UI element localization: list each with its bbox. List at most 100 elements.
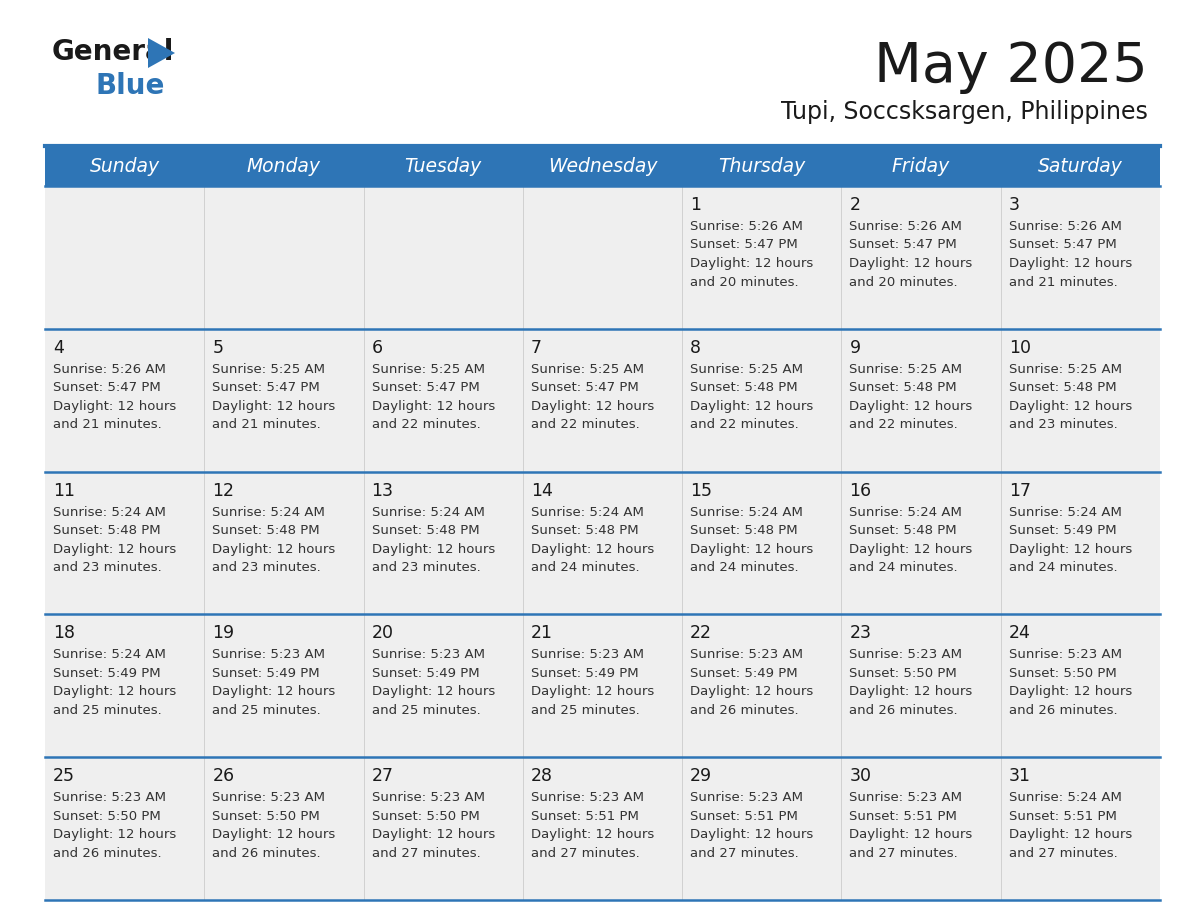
Text: and 26 minutes.: and 26 minutes. <box>690 704 798 717</box>
Text: Tupi, Soccsksargen, Philippines: Tupi, Soccsksargen, Philippines <box>782 100 1148 124</box>
Text: Sunrise: 5:23 AM: Sunrise: 5:23 AM <box>1009 648 1121 661</box>
Text: Daylight: 12 hours: Daylight: 12 hours <box>531 543 655 555</box>
Text: 10: 10 <box>1009 339 1031 357</box>
Text: Daylight: 12 hours: Daylight: 12 hours <box>213 686 335 699</box>
Text: Sunset: 5:50 PM: Sunset: 5:50 PM <box>372 810 479 823</box>
Text: 17: 17 <box>1009 482 1031 499</box>
Text: 8: 8 <box>690 339 701 357</box>
Text: Sunrise: 5:25 AM: Sunrise: 5:25 AM <box>213 363 326 375</box>
Bar <box>45 472 1159 614</box>
Text: Sunset: 5:48 PM: Sunset: 5:48 PM <box>690 381 798 395</box>
Text: Sunrise: 5:24 AM: Sunrise: 5:24 AM <box>372 506 485 519</box>
Text: Sunrise: 5:26 AM: Sunrise: 5:26 AM <box>690 220 803 233</box>
Text: Daylight: 12 hours: Daylight: 12 hours <box>53 400 176 413</box>
Text: Daylight: 12 hours: Daylight: 12 hours <box>849 400 973 413</box>
Text: Sunrise: 5:25 AM: Sunrise: 5:25 AM <box>849 363 962 375</box>
Text: and 25 minutes.: and 25 minutes. <box>53 704 162 717</box>
Text: 2: 2 <box>849 196 860 214</box>
Text: 3: 3 <box>1009 196 1019 214</box>
Text: Monday: Monday <box>247 158 321 176</box>
Text: and 27 minutes.: and 27 minutes. <box>531 846 639 859</box>
Text: Daylight: 12 hours: Daylight: 12 hours <box>1009 543 1132 555</box>
Text: Sunset: 5:48 PM: Sunset: 5:48 PM <box>213 524 320 537</box>
Text: Friday: Friday <box>892 158 950 176</box>
Text: Sunset: 5:49 PM: Sunset: 5:49 PM <box>690 666 798 680</box>
Text: and 21 minutes.: and 21 minutes. <box>53 419 162 431</box>
Text: May 2025: May 2025 <box>874 40 1148 94</box>
Text: Sunset: 5:47 PM: Sunset: 5:47 PM <box>213 381 320 395</box>
Text: 16: 16 <box>849 482 872 499</box>
Text: Sunrise: 5:24 AM: Sunrise: 5:24 AM <box>690 506 803 519</box>
Text: Sunrise: 5:23 AM: Sunrise: 5:23 AM <box>690 791 803 804</box>
Text: and 20 minutes.: and 20 minutes. <box>849 275 958 288</box>
Text: 27: 27 <box>372 767 393 785</box>
Text: Sunset: 5:51 PM: Sunset: 5:51 PM <box>849 810 958 823</box>
Text: Sunset: 5:47 PM: Sunset: 5:47 PM <box>53 381 160 395</box>
Text: Daylight: 12 hours: Daylight: 12 hours <box>849 686 973 699</box>
Text: Sunrise: 5:26 AM: Sunrise: 5:26 AM <box>53 363 166 375</box>
Text: General: General <box>52 38 175 66</box>
Text: and 26 minutes.: and 26 minutes. <box>849 704 958 717</box>
Text: and 22 minutes.: and 22 minutes. <box>372 419 480 431</box>
Text: Daylight: 12 hours: Daylight: 12 hours <box>53 543 176 555</box>
Text: Sunrise: 5:23 AM: Sunrise: 5:23 AM <box>849 791 962 804</box>
Text: Sunset: 5:49 PM: Sunset: 5:49 PM <box>53 666 160 680</box>
Text: Daylight: 12 hours: Daylight: 12 hours <box>531 828 655 841</box>
Text: Daylight: 12 hours: Daylight: 12 hours <box>213 543 335 555</box>
Text: 21: 21 <box>531 624 552 643</box>
Text: Daylight: 12 hours: Daylight: 12 hours <box>1009 686 1132 699</box>
Text: 5: 5 <box>213 339 223 357</box>
Text: Sunrise: 5:24 AM: Sunrise: 5:24 AM <box>1009 791 1121 804</box>
Text: and 22 minutes.: and 22 minutes. <box>531 419 639 431</box>
Text: Sunday: Sunday <box>89 158 159 176</box>
Text: and 21 minutes.: and 21 minutes. <box>213 419 321 431</box>
Text: Daylight: 12 hours: Daylight: 12 hours <box>372 400 495 413</box>
Text: Sunrise: 5:24 AM: Sunrise: 5:24 AM <box>53 506 166 519</box>
Text: Sunset: 5:49 PM: Sunset: 5:49 PM <box>531 666 638 680</box>
Text: Sunrise: 5:24 AM: Sunrise: 5:24 AM <box>849 506 962 519</box>
Text: Sunset: 5:51 PM: Sunset: 5:51 PM <box>1009 810 1117 823</box>
Text: 4: 4 <box>53 339 64 357</box>
Text: Thursday: Thursday <box>719 158 805 176</box>
Text: and 23 minutes.: and 23 minutes. <box>213 561 321 574</box>
Text: Daylight: 12 hours: Daylight: 12 hours <box>372 543 495 555</box>
Text: and 22 minutes.: and 22 minutes. <box>690 419 798 431</box>
Text: Sunrise: 5:23 AM: Sunrise: 5:23 AM <box>372 791 485 804</box>
Text: 7: 7 <box>531 339 542 357</box>
Text: Sunset: 5:49 PM: Sunset: 5:49 PM <box>372 666 479 680</box>
Text: Daylight: 12 hours: Daylight: 12 hours <box>690 828 814 841</box>
Text: and 25 minutes.: and 25 minutes. <box>372 704 480 717</box>
Text: 28: 28 <box>531 767 552 785</box>
Text: Sunrise: 5:24 AM: Sunrise: 5:24 AM <box>213 506 326 519</box>
Text: Daylight: 12 hours: Daylight: 12 hours <box>1009 828 1132 841</box>
Text: Daylight: 12 hours: Daylight: 12 hours <box>849 828 973 841</box>
Text: Blue: Blue <box>95 72 164 100</box>
Text: Wednesday: Wednesday <box>548 158 657 176</box>
Text: and 20 minutes.: and 20 minutes. <box>690 275 798 288</box>
Text: Daylight: 12 hours: Daylight: 12 hours <box>1009 257 1132 270</box>
Text: Daylight: 12 hours: Daylight: 12 hours <box>849 543 973 555</box>
Bar <box>45 148 1159 186</box>
Text: 23: 23 <box>849 624 872 643</box>
Text: Sunrise: 5:25 AM: Sunrise: 5:25 AM <box>1009 363 1121 375</box>
Text: and 24 minutes.: and 24 minutes. <box>690 561 798 574</box>
Text: and 25 minutes.: and 25 minutes. <box>531 704 639 717</box>
Text: 11: 11 <box>53 482 75 499</box>
Text: Sunset: 5:48 PM: Sunset: 5:48 PM <box>849 524 958 537</box>
Text: 12: 12 <box>213 482 234 499</box>
Text: Saturday: Saturday <box>1038 158 1123 176</box>
Text: Daylight: 12 hours: Daylight: 12 hours <box>690 543 814 555</box>
Text: 24: 24 <box>1009 624 1030 643</box>
Text: Daylight: 12 hours: Daylight: 12 hours <box>213 828 335 841</box>
Text: Sunrise: 5:25 AM: Sunrise: 5:25 AM <box>690 363 803 375</box>
Text: Sunset: 5:50 PM: Sunset: 5:50 PM <box>213 810 320 823</box>
Text: Sunrise: 5:23 AM: Sunrise: 5:23 AM <box>690 648 803 661</box>
Text: and 23 minutes.: and 23 minutes. <box>53 561 162 574</box>
Text: Sunset: 5:47 PM: Sunset: 5:47 PM <box>690 239 798 252</box>
Text: Daylight: 12 hours: Daylight: 12 hours <box>690 686 814 699</box>
Text: and 26 minutes.: and 26 minutes. <box>1009 704 1118 717</box>
Bar <box>45 757 1159 900</box>
Text: 20: 20 <box>372 624 393 643</box>
Bar <box>45 614 1159 757</box>
Text: and 26 minutes.: and 26 minutes. <box>53 846 162 859</box>
